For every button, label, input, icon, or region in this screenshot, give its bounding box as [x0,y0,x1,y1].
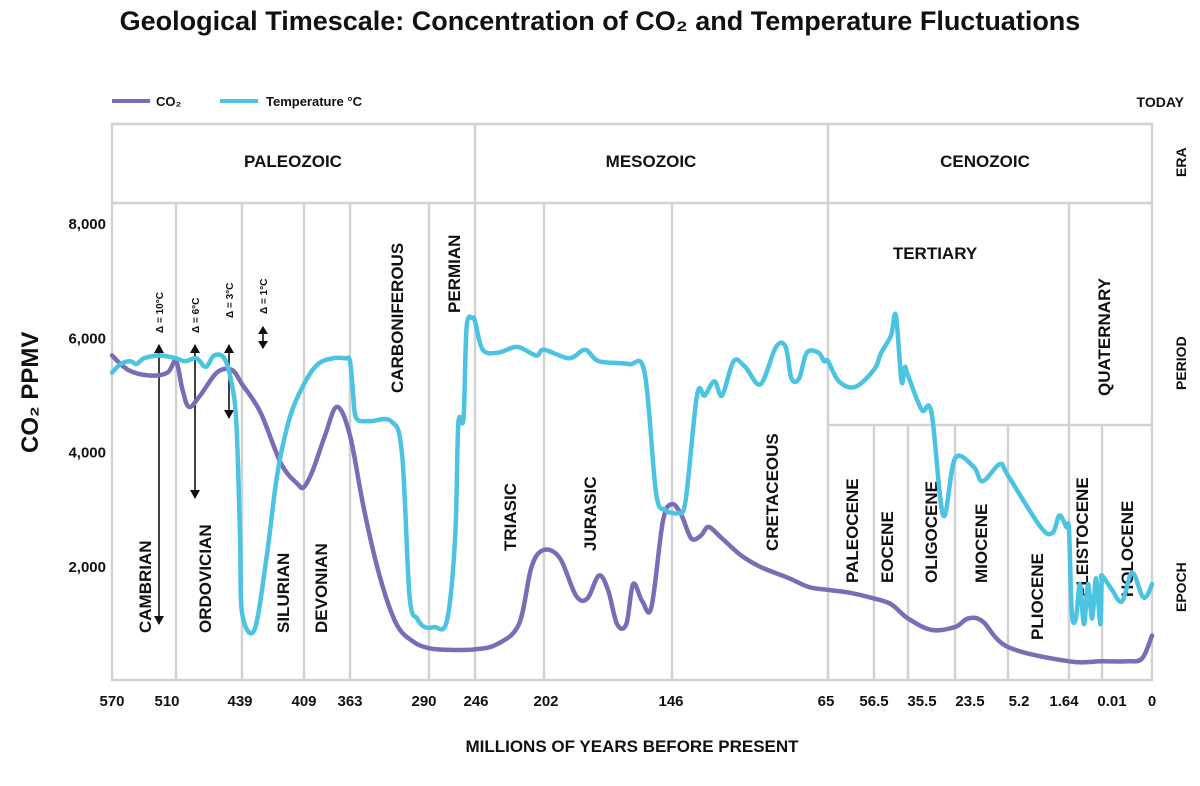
x-tick-label: 65 [818,693,835,710]
row-label-epoch: EPOCH [1173,562,1189,612]
period-label-devonian: DEVONIAN [312,543,331,633]
x-tick-label: 246 [463,693,488,710]
period-label-triasic: TRIASIC [501,483,520,551]
y-tick-label: 4,000 [68,445,106,462]
y-axis-label: CO₂ PPMV [17,332,44,453]
legend: CO₂ Temperature °C [112,94,363,109]
x-tick-label: 570 [99,693,124,710]
delta-3c-label: Δ = 3°C [225,283,236,318]
co2-series-line [109,353,1155,665]
x-tick-label: 5.2 [1009,693,1030,710]
legend-co2-label: CO₂ [156,94,182,109]
period-label-quaternary: QUATERNARY [1095,277,1114,396]
row-label-period: PERIOD [1173,336,1189,390]
chart-title: Geological Timescale: Concentration of C… [119,6,1081,36]
period-label-tertiary: TERTIARY [893,244,978,263]
period-label-silurian: SILURIAN [274,553,293,633]
delta-10c-label: Δ = 10°C [155,292,166,333]
y-tick-label: 6,000 [68,330,106,347]
temperature-series-line [109,311,1155,636]
epoch-label-oligocene: OLIGOCENE [922,481,941,583]
today-label: TODAY [1137,94,1185,110]
x-tick-label: 23.5 [955,693,984,710]
period-label-permian: PERMIAN [445,235,464,313]
epoch-label-eocene: EOCENE [878,511,897,583]
epoch-label-pleistocene: PLEISTOCENE [1073,477,1092,597]
delta-6c-label: Δ = 6°C [191,298,202,333]
period-label-cambrian: CAMBRIAN [136,540,155,633]
x-tick-label: 363 [337,693,362,710]
period-label-ordovician: ORDOVICIAN [196,524,215,633]
x-tick-label: 0.01 [1097,693,1126,710]
x-tick-label: 1.64 [1049,693,1079,710]
x-tick-label: 56.5 [859,693,888,710]
x-axis-label: MILLIONS OF YEARS BEFORE PRESENT [465,737,799,756]
epoch-label-paleocene: PALEOCENE [843,478,862,583]
y-tick-label: 8,000 [68,216,106,233]
epoch-label-miocene: MIOCENE [972,504,991,583]
period-label-jurasic: JURASIC [581,476,600,551]
data-series [109,311,1155,665]
x-tick-label: 290 [411,693,436,710]
x-tick-label: 146 [658,693,683,710]
period-label-cretaceous: CRETACEOUS [763,433,782,551]
x-tick-label: 439 [227,693,252,710]
x-tick-label: 409 [291,693,316,710]
y-tick-label: 2,000 [68,559,106,576]
axis-ticks: 8,000 6,000 4,000 2,000 570 510 439 409 363 290 24… [68,216,1156,710]
temperature-delta-annotations: Δ = 10°C Δ = 6°C Δ = 3°C Δ = 1°C [154,279,270,625]
x-tick-label: 510 [154,693,179,710]
legend-temperature-label: Temperature °C [266,94,363,109]
period-label-carboniferous: CARBONIFEROUS [388,243,407,393]
delta-1c-label: Δ = 1°C [259,279,270,314]
plot-frame [110,122,1154,682]
era-label-paleozoic: PALEOZOIC [244,152,342,171]
era-label-cenozoic: CENOZOIC [940,152,1030,171]
x-tick-label: 35.5 [907,693,936,710]
x-tick-label: 0 [1148,693,1156,710]
era-label-mesozoic: MESOZOIC [606,152,697,171]
x-tick-label: 202 [533,693,558,710]
row-label-era: ERA [1173,147,1189,177]
epoch-label-pliocene: PLIOCENE [1028,553,1047,640]
